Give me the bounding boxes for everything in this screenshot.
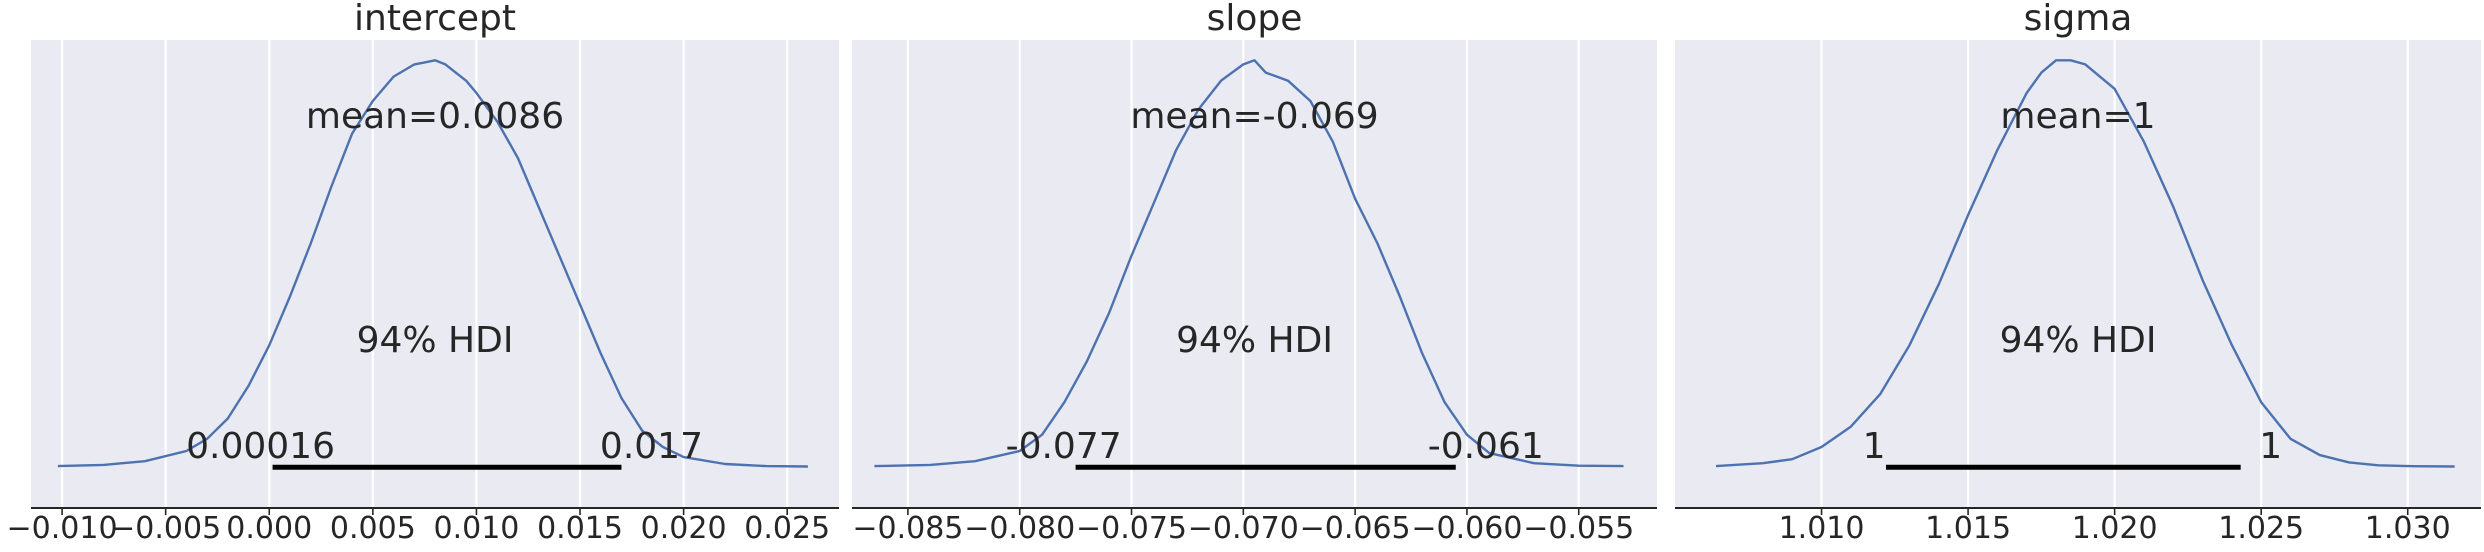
panel-title: sigma bbox=[2024, 0, 2133, 39]
x-tick-label: −0.080 bbox=[964, 511, 1075, 546]
x-tick-label: 1.030 bbox=[2365, 511, 2451, 546]
x-tick-label: −0.010 bbox=[7, 511, 118, 546]
panel-sigma: 1.010 1.015 1.020 1.025 1.030 sigma mean=1 94% … bbox=[1675, 0, 2481, 546]
x-tick-label: −0.055 bbox=[1523, 511, 1634, 546]
plot-area bbox=[1675, 40, 2481, 508]
panel-title: intercept bbox=[354, 0, 516, 39]
x-tick-label: 1.020 bbox=[2072, 511, 2158, 546]
kde-curve bbox=[1715, 59, 2455, 468]
x-tick-label: 0.010 bbox=[433, 511, 519, 546]
x-tick-label: 1.015 bbox=[1925, 511, 2011, 546]
x-tick-label: 0.000 bbox=[226, 511, 312, 546]
hdi-label: 94% HDI bbox=[357, 320, 514, 361]
panel-slope: −0.085 −0.080 −0.075 −0.070 −0.065 −0.060 −0.0… bbox=[852, 0, 1657, 546]
hdi-low-label: 0.00016 bbox=[186, 426, 335, 467]
x-tick-label: 0.005 bbox=[330, 511, 416, 546]
x-tick-label: −0.005 bbox=[110, 511, 221, 546]
x-tick-label: −0.085 bbox=[852, 511, 963, 546]
mean-label: mean=0.0086 bbox=[306, 96, 564, 137]
x-tick-label: −0.060 bbox=[1411, 511, 1522, 546]
hdi-label: 94% HDI bbox=[2000, 320, 2157, 361]
panel-title: slope bbox=[1207, 0, 1303, 39]
hdi-low-label: -0.077 bbox=[1006, 426, 1122, 467]
x-tick-label: −0.075 bbox=[1076, 511, 1187, 546]
x-tick-label: 0.020 bbox=[641, 511, 727, 546]
hdi-high-label: 1 bbox=[2259, 426, 2282, 467]
hdi-label: 94% HDI bbox=[1176, 320, 1333, 361]
plot-area bbox=[852, 40, 1657, 508]
x-tick-label: −0.070 bbox=[1188, 511, 1299, 546]
mean-label: mean=1 bbox=[2000, 96, 2155, 137]
x-tick-label: −0.065 bbox=[1300, 511, 1411, 546]
kde-curve bbox=[57, 59, 808, 468]
hdi-low-label: 1 bbox=[1863, 426, 1886, 467]
hdi-high-label: -0.061 bbox=[1428, 426, 1544, 467]
x-tick-label: 1.010 bbox=[1779, 511, 1865, 546]
x-tick-label: 0.025 bbox=[744, 511, 830, 546]
mean-label: mean=-0.069 bbox=[1130, 96, 1378, 137]
x-tick-label: 1.025 bbox=[2218, 511, 2304, 546]
x-tick-label: 0.015 bbox=[537, 511, 623, 546]
kde-curve bbox=[874, 59, 1624, 468]
hdi-high-label: 0.017 bbox=[600, 426, 703, 467]
panel-intercept: −0.010−0.005 0.000 0.005 0.010 0.015 0.020 0.0… bbox=[7, 0, 839, 546]
